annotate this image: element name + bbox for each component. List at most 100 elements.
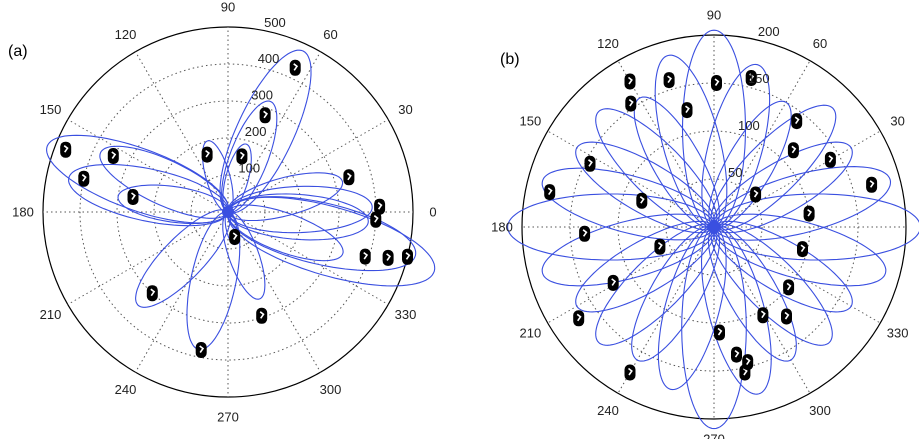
- angle-tick-label: 90: [707, 8, 721, 23]
- grid-spoke: [227, 211, 321, 373]
- angle-tick-label: 300: [320, 382, 342, 397]
- marker-glyph: [760, 310, 766, 319]
- marker-glyph: [582, 229, 588, 237]
- angle-tick-label: 150: [40, 102, 62, 117]
- marker-glyph: [199, 345, 205, 353]
- marker-glyph: [657, 242, 663, 250]
- series-lobe: [681, 29, 747, 228]
- series-lobe: [227, 196, 417, 272]
- series-lobe: [712, 220, 853, 313]
- angle-tick-label: 330: [395, 307, 417, 322]
- grid-spoke: [713, 60, 811, 228]
- data-marker: [343, 169, 355, 186]
- marker-glyph: [667, 75, 672, 84]
- data-marker: [146, 285, 158, 302]
- data-marker: [236, 148, 248, 165]
- data-marker: [731, 346, 742, 363]
- data-marker: [229, 229, 241, 245]
- data-marker: [866, 176, 878, 193]
- grid-spoke: [713, 130, 881, 228]
- marker-glyph: [150, 288, 156, 297]
- angle-tick-label: 180: [12, 205, 34, 220]
- series-lobe: [707, 225, 797, 362]
- markers-a: [60, 59, 413, 358]
- marker-glyph: [131, 192, 136, 200]
- data-marker: [624, 73, 636, 90]
- angle-tick-label: 300: [809, 403, 831, 418]
- grid-spoke: [547, 130, 715, 228]
- data-marker: [803, 205, 815, 222]
- data-marker: [714, 324, 725, 341]
- marker-glyph: [205, 149, 210, 158]
- axis-labels-a: 0 30 60 90 120 150 180 210 240 270 300 330 100 200 300…: [12, 0, 436, 425]
- angle-tick-label: 30: [398, 102, 412, 117]
- data-marker: [374, 198, 386, 215]
- series-lobe: [595, 223, 718, 346]
- marker-glyph: [791, 145, 797, 154]
- series-lobe: [701, 63, 771, 228]
- data-marker: [625, 95, 637, 112]
- radial-tick-label: 400: [258, 51, 280, 66]
- marker-glyph: [742, 367, 748, 376]
- marker-glyph: [239, 151, 245, 160]
- axis-labels-b: 0306090120150180210240270300330501001502…: [491, 8, 908, 439]
- series-lobe: [221, 100, 278, 213]
- grid-ring: [153, 137, 303, 287]
- data-marker: [681, 102, 693, 119]
- series-lobe: [99, 145, 230, 219]
- data-marker: [607, 274, 619, 291]
- grid-spoke: [617, 60, 715, 228]
- data-marker: [624, 364, 636, 381]
- data-marker: [791, 113, 803, 130]
- series-lobe: [657, 226, 727, 391]
- series-lobe: [633, 96, 720, 229]
- marker-glyph: [293, 63, 299, 71]
- marker-glyph: [794, 116, 800, 125]
- grid-ring: [665, 178, 763, 276]
- panel-label-b: (b): [500, 51, 520, 68]
- radial-tick-label: 200: [245, 124, 267, 139]
- marker-glyph: [576, 313, 582, 322]
- marker-glyph: [753, 189, 759, 198]
- series-lobe: [227, 193, 369, 241]
- data-marker: [750, 186, 762, 203]
- origin-dot: [708, 221, 720, 233]
- series-lobe: [541, 167, 715, 241]
- data-marker: [201, 146, 213, 163]
- marker-glyph: [386, 253, 391, 261]
- data-marker: [824, 151, 836, 168]
- panel-label-a: (a): [8, 43, 28, 60]
- radial-tick-label: 100: [238, 161, 260, 176]
- marker-glyph: [685, 105, 690, 114]
- angle-tick-label: 120: [597, 36, 619, 51]
- markers-b: [544, 70, 878, 381]
- marker-glyph: [717, 327, 723, 336]
- angle-tick-label: 240: [115, 382, 137, 397]
- polar-grid-a: [42, 26, 414, 398]
- radial-tick-label: 100: [738, 118, 760, 133]
- marker-glyph: [232, 232, 238, 240]
- marker-glyph: [628, 76, 633, 85]
- angle-tick-label: 0: [429, 205, 436, 220]
- data-marker: [402, 248, 413, 265]
- series-lobes-b: [507, 29, 919, 430]
- marker-glyph: [547, 187, 553, 196]
- marker-glyph: [745, 357, 751, 366]
- marker-glyph: [111, 151, 117, 159]
- marker-glyph: [373, 215, 379, 223]
- radial-tick-label: 300: [251, 88, 273, 103]
- marker-glyph: [639, 196, 645, 204]
- data-marker: [757, 307, 769, 324]
- data-marker: [781, 308, 792, 325]
- radial-tick-label: 500: [264, 15, 286, 30]
- angle-tick-label: 90: [221, 0, 235, 15]
- angle-tick-label: 210: [40, 307, 62, 322]
- angle-tick-label: 180: [491, 220, 513, 235]
- data-marker: [78, 170, 90, 187]
- marker-glyph: [259, 311, 265, 319]
- data-marker: [544, 184, 556, 201]
- data-marker: [195, 342, 207, 358]
- angle-tick-label: 30: [890, 114, 904, 129]
- data-marker: [289, 59, 301, 76]
